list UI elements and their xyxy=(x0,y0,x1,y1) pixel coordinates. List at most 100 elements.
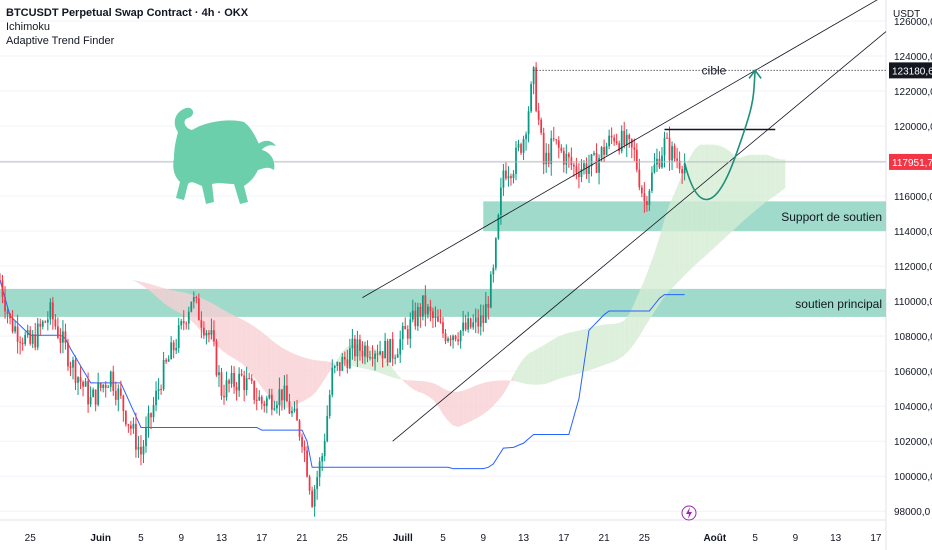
candle-body xyxy=(137,446,140,450)
candle-body xyxy=(9,313,11,319)
candle-body xyxy=(661,155,663,168)
candle-body xyxy=(155,390,157,406)
cloud-segment xyxy=(654,237,660,312)
candle-body xyxy=(215,341,218,376)
chart-legend: BTCUSDT Perpetual Swap Contract · 4h · O… xyxy=(6,6,248,48)
cloud-segment xyxy=(135,280,141,285)
candle-body xyxy=(625,134,628,146)
time-tick-label: 25 xyxy=(639,533,651,544)
cloud-segment xyxy=(508,374,514,386)
candle-body xyxy=(464,322,467,330)
cloud-segment xyxy=(629,303,635,351)
time-tick-label: 9 xyxy=(793,533,799,544)
channel-line xyxy=(392,31,887,442)
cloud-segment xyxy=(634,292,640,344)
candle-body xyxy=(457,339,459,342)
cloud-segment xyxy=(432,383,438,406)
cloud-segment xyxy=(191,294,197,326)
candle-body xyxy=(160,388,162,390)
cloud-segment xyxy=(130,280,136,282)
cloud-segment xyxy=(392,368,398,379)
candle-body xyxy=(557,140,560,148)
time-tick-label: 13 xyxy=(518,533,530,544)
cloud-segment xyxy=(563,332,569,378)
cloud-segment xyxy=(765,154,771,203)
symbol-title[interactable]: BTCUSDT Perpetual Swap Contract · 4h · O… xyxy=(6,7,249,19)
candle-body xyxy=(598,157,600,173)
candle-body xyxy=(97,382,100,405)
candle-body xyxy=(520,144,522,153)
candle-body xyxy=(165,360,168,362)
candle-body xyxy=(396,354,399,358)
candle-body xyxy=(603,147,605,155)
support-lower-label: soutien principal xyxy=(795,297,882,311)
cloud-segment xyxy=(679,168,685,281)
candle-body xyxy=(545,152,548,165)
cloud-segment xyxy=(639,280,645,337)
candle-body xyxy=(610,135,613,138)
candle-body xyxy=(487,303,490,308)
cloud-segment xyxy=(568,331,574,377)
cloud-segment xyxy=(181,291,187,317)
candle-body xyxy=(328,394,331,416)
candle-body xyxy=(303,446,306,451)
candle-body xyxy=(389,339,392,363)
candle-body xyxy=(620,130,623,152)
candle-body xyxy=(366,345,369,358)
candle-body xyxy=(623,130,626,146)
candle-body xyxy=(16,326,19,342)
candle-body xyxy=(326,415,329,442)
channel-line xyxy=(362,0,878,298)
cloud-segment xyxy=(599,324,605,367)
price-tick-label: 120000,0 xyxy=(894,122,932,133)
candle-body xyxy=(195,296,198,299)
cloud-segment xyxy=(604,324,610,366)
candle-body xyxy=(41,321,44,327)
cloud-segment xyxy=(755,154,761,211)
cloud-segment xyxy=(145,282,152,292)
candle-body xyxy=(114,390,117,400)
indicator-trend-finder[interactable]: Adaptive Trend Finder xyxy=(6,35,115,47)
cloud-segment xyxy=(473,384,479,421)
price-unit[interactable]: USDT xyxy=(893,9,921,20)
candle-body xyxy=(427,306,429,315)
cloud-segment xyxy=(332,359,338,368)
price-tick-label: 104000,0 xyxy=(894,402,932,413)
candle-body xyxy=(84,381,87,387)
candle-body xyxy=(177,325,180,348)
cloud-segment xyxy=(659,219,665,305)
candle-body xyxy=(530,84,532,112)
candle-body xyxy=(588,166,590,174)
candle-body xyxy=(381,351,384,359)
candle-body xyxy=(653,164,656,173)
candle-body xyxy=(462,322,465,331)
candle-body xyxy=(359,339,361,351)
candle-body xyxy=(376,353,379,355)
candle-body xyxy=(333,366,336,368)
candle-body xyxy=(527,111,530,135)
candle-body xyxy=(293,408,296,411)
candle-body xyxy=(223,395,225,398)
candle-body xyxy=(291,410,293,414)
candle-body xyxy=(666,137,668,139)
candle-body xyxy=(62,331,64,343)
cloud-segment xyxy=(548,338,554,383)
candle-body xyxy=(562,151,565,165)
candle-body xyxy=(318,461,321,478)
candle-body xyxy=(74,359,77,383)
candle-body xyxy=(643,193,646,202)
candle-body xyxy=(142,446,145,455)
candle-body xyxy=(92,389,95,398)
time-tick-label: 13 xyxy=(216,533,228,544)
candle-body xyxy=(281,389,283,401)
cloud-segment xyxy=(256,328,262,388)
time-tick-label: 25 xyxy=(337,533,349,544)
candle-body xyxy=(192,296,195,302)
indicator-ichimoku[interactable]: Ichimoku xyxy=(6,21,51,33)
candle-body xyxy=(39,323,42,327)
time-axis[interactable]: 25 Juin 5 9 13 17 21 25 Juill 5 9 13 17 21 25 Août 5 9 13 1… xyxy=(25,533,882,544)
price-axis[interactable]: 98000,0 100000,0 102000,0 104000,0 106000,0 1… xyxy=(889,17,932,518)
candle-body xyxy=(482,315,485,323)
support-upper-label: Support de soutien xyxy=(781,210,882,224)
